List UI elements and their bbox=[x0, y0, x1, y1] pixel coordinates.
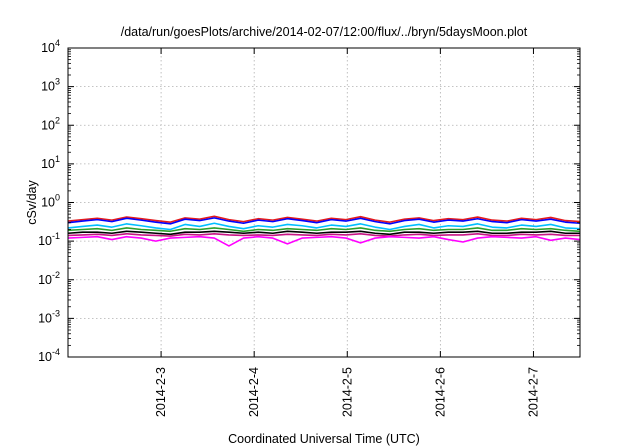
y-tick-label: 10-2 bbox=[38, 270, 60, 287]
series-line-6 bbox=[67, 232, 580, 237]
chart-title: /data/run/goesPlots/archive/2014-02-07/1… bbox=[121, 25, 528, 39]
x-axis-label: Coordinated Universal Time (UTC) bbox=[228, 432, 420, 446]
ticks-group: 10-4 10-3 10-2 10-1 100 101 102 103 104 2014-2-3 2… bbox=[38, 38, 580, 417]
series-line-7 bbox=[67, 235, 581, 247]
series-group bbox=[67, 215, 581, 247]
x-tick-label: 2014-2-4 bbox=[247, 367, 261, 417]
x-tick-label: 2014-2-5 bbox=[340, 367, 354, 417]
y-tick-label: 102 bbox=[41, 115, 60, 132]
y-tick-label: 101 bbox=[41, 154, 60, 171]
y-axis-label: cSv/day bbox=[25, 180, 39, 225]
x-tick-label: 2014-2-7 bbox=[526, 367, 540, 417]
y-tick-label: 10-4 bbox=[38, 347, 60, 364]
series-line-5 bbox=[67, 230, 580, 236]
y-tick-label: 104 bbox=[41, 38, 60, 55]
y-tick-label: 103 bbox=[41, 77, 60, 94]
grid bbox=[68, 48, 580, 357]
y-tick-label: 10-1 bbox=[38, 231, 60, 248]
y-tick-label: 100 bbox=[41, 193, 60, 210]
x-tick-label: 2014-2-6 bbox=[433, 367, 447, 417]
series-line-2 bbox=[67, 217, 581, 225]
x-tick-label: 2014-2-3 bbox=[154, 367, 168, 417]
series-line-4 bbox=[67, 227, 581, 233]
series-line-3 bbox=[67, 222, 581, 231]
y-tick-label: 10-3 bbox=[38, 308, 60, 325]
series-line-1 bbox=[67, 215, 581, 223]
